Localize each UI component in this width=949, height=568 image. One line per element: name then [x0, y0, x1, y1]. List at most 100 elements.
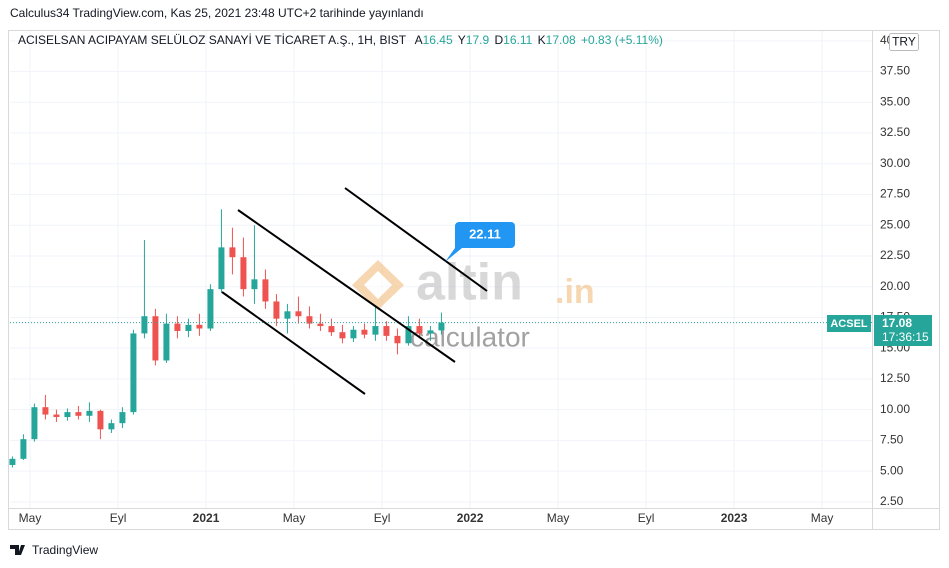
candle-body [207, 289, 214, 329]
y-tick-label: 20.00 [880, 279, 910, 293]
candle-body [262, 279, 269, 302]
candle-body [416, 326, 423, 334]
candle [218, 209, 225, 293]
legend-low-label: D [494, 33, 503, 47]
watermark: altin .in calculator [352, 254, 595, 352]
candle [53, 409, 60, 422]
candle [20, 434, 27, 461]
candle-body [20, 439, 27, 459]
candle [350, 326, 357, 343]
symbol-tag-text: ACSEL [830, 318, 868, 330]
x-tick-label: 2022 [457, 511, 484, 525]
candle-body [141, 316, 148, 334]
callout-text: 22.11 [469, 226, 501, 241]
candle-body [394, 335, 401, 344]
x-tick-label: May [283, 511, 306, 525]
axes: 2.505.007.5010.0012.5015.0017.5020.0022.… [19, 33, 911, 525]
candle [64, 408, 71, 421]
candle [42, 394, 49, 420]
candle-body [9, 458, 16, 465]
candle [163, 313, 170, 363]
currency-box[interactable] [889, 33, 919, 51]
x-tick-label: May [19, 511, 42, 525]
legend-open-label: A [415, 33, 423, 47]
price-tag [874, 315, 932, 346]
y-tick-label: 22.50 [880, 248, 910, 262]
candle [141, 239, 148, 339]
symbol-tag [827, 315, 871, 332]
candle [339, 324, 346, 344]
candle [416, 318, 423, 339]
candle [119, 407, 126, 429]
y-tick-label: 32.50 [880, 125, 910, 139]
x-tick-label: 2021 [193, 511, 220, 525]
candle [427, 326, 434, 341]
candle-body [251, 279, 258, 290]
candle-body [284, 311, 291, 319]
currency[interactable]: TRY [892, 35, 916, 49]
trend-line [221, 291, 366, 395]
candle [295, 296, 302, 324]
x-tick-label: 2023 [721, 511, 748, 525]
candle-body [185, 324, 192, 331]
chart-title: Calculus34 TradingView.com, Kas 25, 2021… [10, 6, 424, 20]
candle [251, 225, 258, 304]
price-tags: ACSEL 17.08 17:36:15 [827, 315, 932, 346]
candle-body [86, 410, 93, 416]
legend: ACISELSAN ACIPAYAM SELÜLOZ SANAYİ VE TİC… [18, 33, 663, 47]
candle-body [317, 323, 324, 327]
candle-body [361, 329, 368, 335]
plot [9, 209, 872, 468]
x-tick-label: Eyl [110, 511, 127, 525]
frame [8, 30, 940, 530]
x-tick-label: Eyl [638, 511, 655, 525]
candle-body [328, 326, 335, 333]
candle-body [295, 311, 302, 317]
candle-body [31, 407, 38, 440]
candle-body [174, 323, 181, 331]
y-tick-label: 10.00 [880, 402, 910, 416]
candle-body [350, 329, 357, 339]
trend-lines [221, 187, 488, 395]
logo-icon [10, 545, 25, 555]
trend-line [344, 187, 488, 292]
callout-box [445, 222, 515, 262]
candle [9, 456, 16, 468]
legend-high-label: Y [458, 33, 466, 47]
callout: 22.11 [445, 222, 515, 262]
candle [174, 316, 181, 339]
candle [86, 402, 93, 422]
candle [284, 303, 291, 334]
candle [130, 329, 137, 415]
x-tick-label: Eyl [374, 511, 391, 525]
candle-body [53, 414, 60, 418]
candle [31, 403, 38, 442]
legend-close-label: K [538, 33, 546, 47]
x-tick-label: May [547, 511, 570, 525]
candle [229, 227, 236, 275]
watermark-sub: calculator [410, 321, 530, 352]
candle [152, 308, 159, 366]
candle [317, 313, 324, 331]
y-tick-label: 35.00 [880, 94, 910, 108]
countdown: 17:36:15 [882, 330, 929, 344]
candle [383, 321, 390, 341]
candle-body [42, 407, 49, 415]
y-tick-label: 2.50 [880, 494, 904, 508]
legend-open: 16.45 [423, 33, 453, 47]
y-tick-label: 5.00 [880, 463, 904, 477]
legend-symbol: ACISELSAN ACIPAYAM SELÜLOZ SANAYİ VE TİC… [18, 33, 407, 47]
candle-body [75, 412, 82, 416]
candle-body [218, 247, 225, 290]
candle-body [405, 326, 412, 344]
x-tick-label: May [811, 511, 834, 525]
candle-body [306, 316, 313, 324]
watermark-word: altin [416, 254, 523, 312]
candle-body [372, 326, 379, 335]
y-tick-label: 27.50 [880, 187, 910, 201]
candle-body [152, 316, 159, 361]
candle [196, 313, 203, 336]
legend-high: 17.9 [466, 33, 490, 47]
